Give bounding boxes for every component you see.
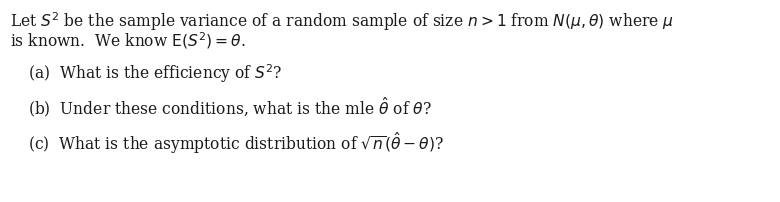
Text: Let $S^2$ be the sample variance of a random sample of size $n > 1$ from $N(\mu,: Let $S^2$ be the sample variance of a ra… <box>10 10 674 33</box>
Text: is known.  We know $\mathrm{E}(S^2) = \theta$.: is known. We know $\mathrm{E}(S^2) = \th… <box>10 30 246 50</box>
Text: (b)  Under these conditions, what is the mle $\hat{\theta}$ of $\theta$?: (b) Under these conditions, what is the … <box>28 96 432 120</box>
Text: (a)  What is the efficiency of $S^2$?: (a) What is the efficiency of $S^2$? <box>28 62 282 84</box>
Text: (c)  What is the asymptotic distribution of $\sqrt{n}(\hat{\theta} - \theta)$?: (c) What is the asymptotic distribution … <box>28 129 444 155</box>
